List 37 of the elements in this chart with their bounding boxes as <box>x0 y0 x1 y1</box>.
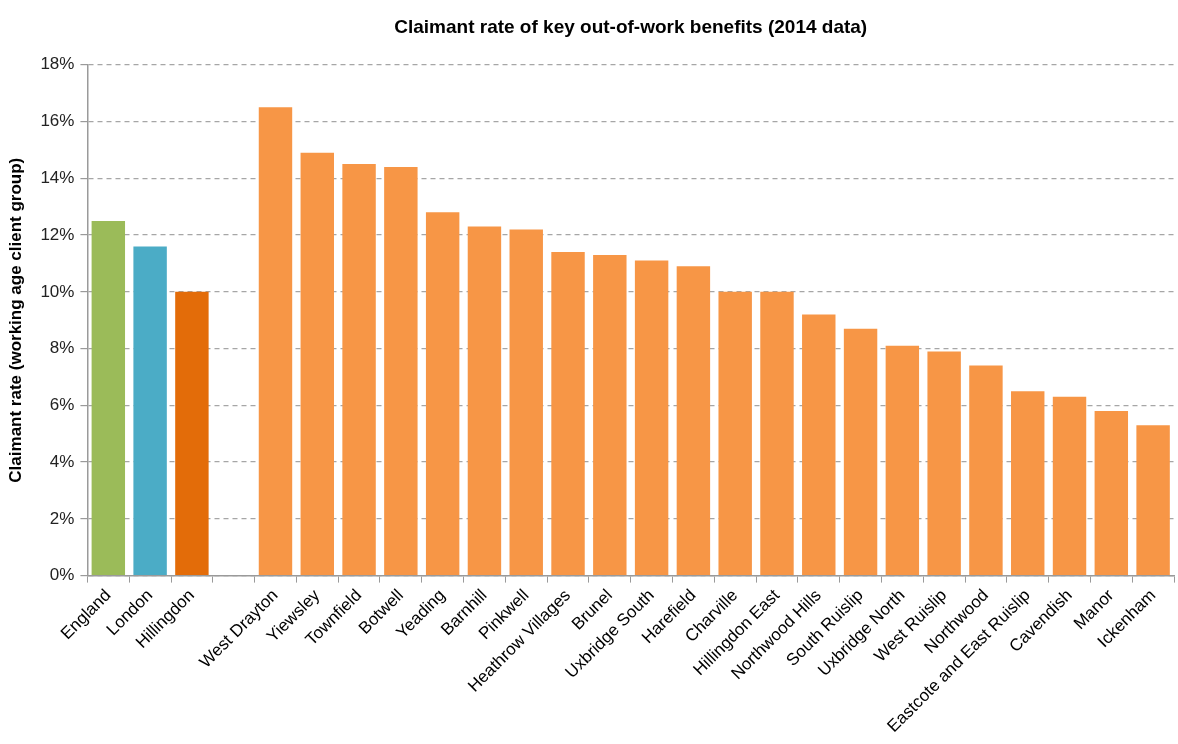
y-tick-label: 12% <box>40 224 75 244</box>
bar <box>1011 391 1045 575</box>
bar <box>927 351 961 575</box>
bar <box>425 212 460 575</box>
bar <box>885 345 920 575</box>
y-tick-label: 16% <box>40 111 75 131</box>
y-tick-label: 6% <box>49 395 75 415</box>
y-tick-label: 8% <box>49 338 75 358</box>
bar <box>676 266 711 575</box>
bar <box>300 152 334 575</box>
y-axis-title: Claimant rate (working age client group) <box>5 157 25 483</box>
bar <box>969 365 1003 575</box>
bar <box>133 246 167 575</box>
bar <box>802 314 836 575</box>
chart-title: Claimant rate of key out-of-work benefits (2014 data) <box>394 15 868 37</box>
y-tick-label: 14% <box>40 168 75 187</box>
bar <box>551 252 585 575</box>
bar <box>843 328 878 575</box>
bar <box>718 291 752 575</box>
bar <box>1094 411 1129 575</box>
bar <box>1052 396 1087 575</box>
bar <box>467 226 502 575</box>
y-tick-label: 4% <box>49 451 75 471</box>
bar <box>760 291 794 575</box>
bar <box>593 254 627 575</box>
bar <box>384 166 418 575</box>
y-tick-label: 18% <box>40 54 75 74</box>
y-tick-label: 2% <box>49 508 75 528</box>
bar <box>342 164 376 575</box>
bar <box>175 291 209 575</box>
bar <box>634 260 669 575</box>
y-tick-label: 10% <box>40 281 75 301</box>
bar <box>91 220 126 575</box>
bar <box>1136 425 1170 575</box>
y-tick-label: 0% <box>49 565 75 585</box>
bar <box>509 229 543 575</box>
bar <box>258 107 293 575</box>
